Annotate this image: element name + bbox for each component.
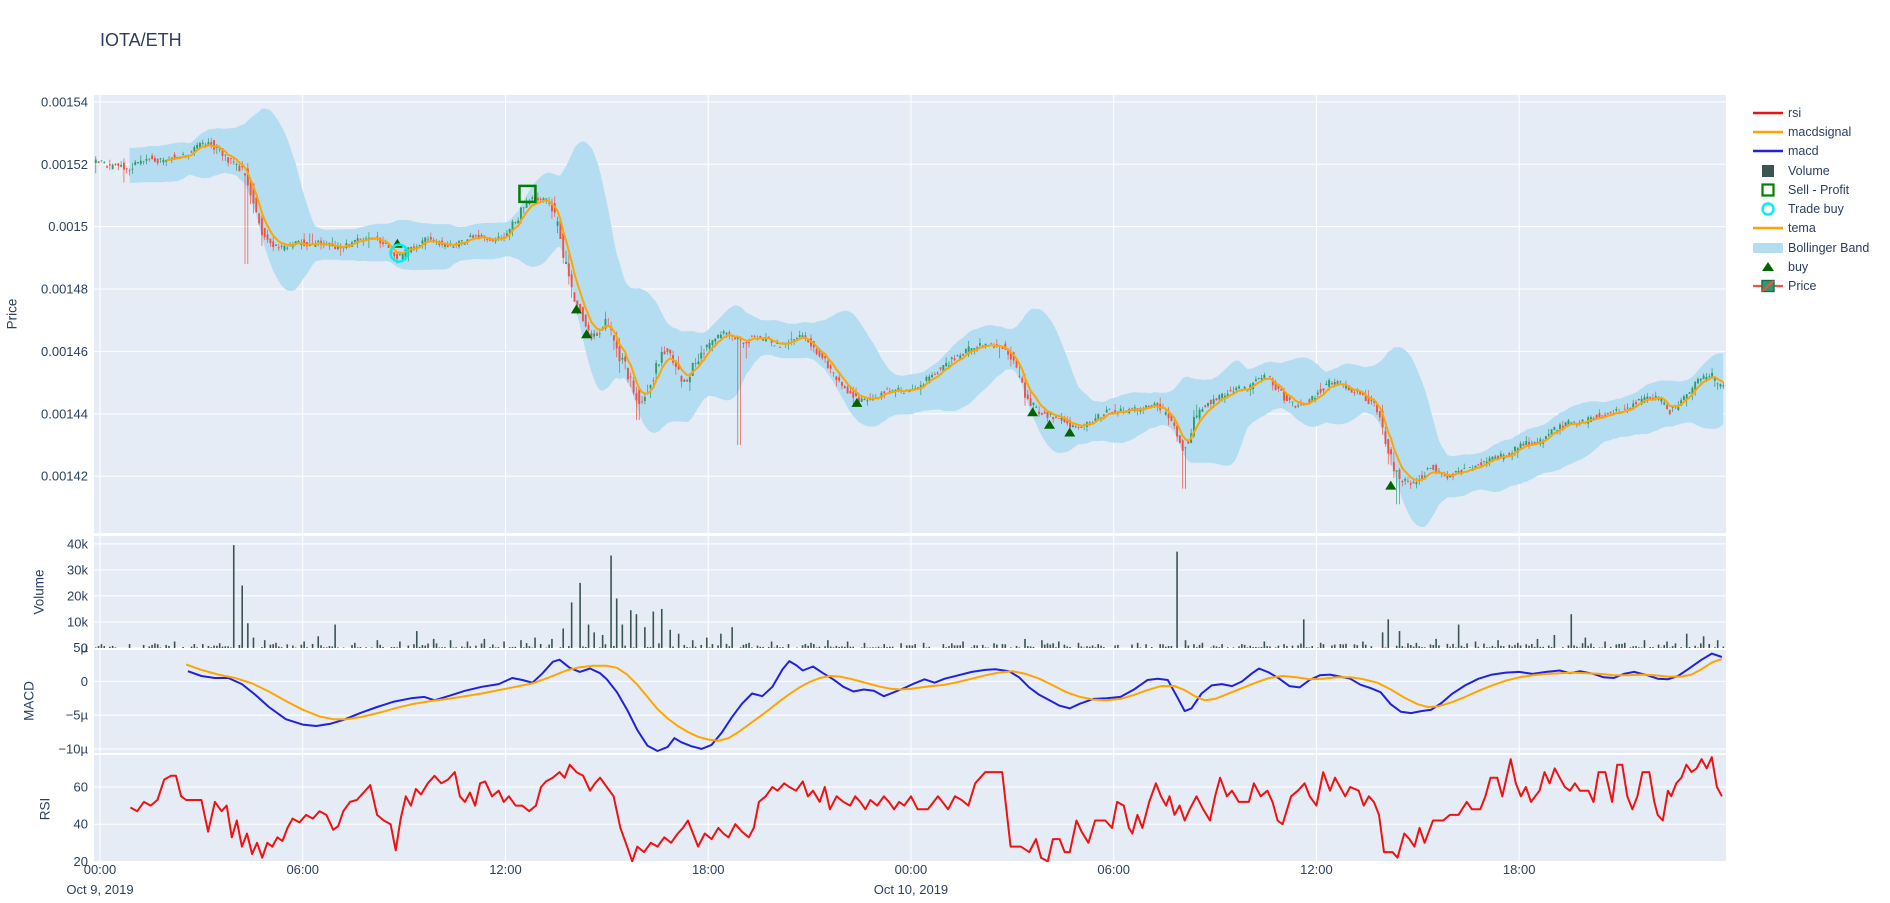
legend-item-buy[interactable]: buy <box>1752 257 1869 276</box>
sell-profit-marker[interactable] <box>518 184 537 204</box>
legend-label: macd <box>1788 144 1819 159</box>
legend-label: Sell - Profit <box>1788 182 1850 197</box>
legend-label: Trade buy <box>1788 202 1844 217</box>
x-tick-label: 06:00 <box>1097 862 1130 877</box>
x-tick-label: 18:00 <box>1503 862 1536 877</box>
trade-buy-marker[interactable] <box>389 243 409 263</box>
open-circle-legend-icon <box>1752 201 1784 217</box>
legend-item-volume[interactable]: Volume <box>1752 161 1869 180</box>
volume-panel[interactable] <box>94 536 1726 649</box>
macd-panel[interactable] <box>94 650 1726 753</box>
x-tick-label: 12:00 <box>1300 862 1333 877</box>
line-legend-icon <box>1752 220 1784 236</box>
x-tick-label: 12:00 <box>489 862 522 877</box>
price-tick-label: 0.0015 <box>48 219 88 234</box>
volume-tick-label: 20k <box>67 588 88 603</box>
buy-marker[interactable] <box>1064 427 1076 437</box>
x-date-label: Oct 10, 2019 <box>874 882 948 897</box>
macd-line <box>187 652 1723 752</box>
legend-item-macdsignal[interactable]: macdsignal <box>1752 122 1869 141</box>
macd-tick-label: 0 <box>81 674 88 689</box>
legend-item-sell-profit[interactable]: Sell - Profit <box>1752 180 1869 199</box>
price-tick-label: 0.00148 <box>41 282 88 297</box>
volume-grid <box>94 536 1726 649</box>
legend-item-rsi[interactable]: rsi <box>1752 103 1869 122</box>
macd-tick-label: −10µ <box>58 741 88 756</box>
rsi-tick-label: 40 <box>74 817 88 832</box>
line-legend-icon <box>1752 105 1784 121</box>
macd-grid <box>94 650 1726 753</box>
legend-label: Volume <box>1788 163 1830 178</box>
rsi-axis-title: RSI <box>37 797 53 821</box>
legend-item-price[interactable]: Price <box>1752 277 1869 296</box>
legend-label: Price <box>1788 279 1817 294</box>
price-axis-title: Price <box>4 298 20 330</box>
buy-marker[interactable] <box>1027 407 1039 417</box>
rsi-tick-label: 60 <box>74 780 88 795</box>
rsi-panel[interactable] <box>94 755 1726 862</box>
volume-tick-label: 0 <box>81 641 88 656</box>
volume-tick-label: 40k <box>67 536 88 551</box>
legend-label: tema <box>1788 221 1816 236</box>
buy-marker[interactable] <box>570 304 582 314</box>
buy-marker[interactable] <box>1385 480 1397 490</box>
square-legend-icon <box>1752 163 1784 179</box>
tema-line <box>166 144 1724 482</box>
x-tick-label: 00:00 <box>895 862 928 877</box>
volume-tick-label: 30k <box>67 562 88 577</box>
legend-label: rsi <box>1788 105 1802 120</box>
macd-tick-label: −5µ <box>66 708 89 723</box>
legend-item-bollinger-band[interactable]: Bollinger Band <box>1752 238 1869 257</box>
candle-legend-icon <box>1752 278 1784 294</box>
price-tick-label: 0.00146 <box>41 344 88 359</box>
price-tick-label: 0.00144 <box>41 406 88 421</box>
open-square-legend-icon <box>1752 182 1784 198</box>
price-panel[interactable] <box>94 95 1726 533</box>
volume-tick-label: 10k <box>67 614 88 629</box>
legend-label: Bollinger Band <box>1788 240 1870 255</box>
legend: rsi macdsignal macd Volume Sell - Profit Trad… <box>1752 103 1869 296</box>
buy-marker[interactable] <box>581 329 593 339</box>
rsi-line <box>129 756 1723 862</box>
band-legend-icon <box>1752 240 1784 256</box>
price-tick-label: 0.00154 <box>41 94 88 109</box>
volume-axis-title: Volume <box>31 569 47 615</box>
price-tick-label: 0.00152 <box>41 157 88 172</box>
x-tick-label: 18:00 <box>692 862 725 877</box>
x-tick-label: 00:00 <box>84 862 117 877</box>
x-date-label: Oct 9, 2019 <box>66 882 133 897</box>
chart-title: IOTA/ETH <box>100 30 182 50</box>
macd-axis-title: MACD <box>21 681 37 721</box>
line-legend-icon <box>1752 143 1784 159</box>
line-legend-icon <box>1752 124 1784 140</box>
macdsignal-line <box>185 658 1723 742</box>
macd-tick-label: 5µ <box>73 640 88 655</box>
buy-marker[interactable] <box>1043 419 1055 429</box>
legend-item-macd[interactable]: macd <box>1752 142 1869 161</box>
x-tick-label: 06:00 <box>286 862 319 877</box>
legend-label: buy <box>1788 260 1809 275</box>
triangle-legend-icon <box>1752 259 1784 275</box>
rsi-grid <box>94 755 1726 862</box>
legend-item-tema[interactable]: tema <box>1752 219 1869 238</box>
buy-marker[interactable] <box>851 397 863 407</box>
legend-item-trade-buy[interactable]: Trade buy <box>1752 199 1869 218</box>
legend-label: macdsignal <box>1788 124 1852 139</box>
rsi-tick-label: 20 <box>74 854 88 869</box>
volume-bars <box>94 545 1725 648</box>
price-tick-label: 0.00142 <box>41 469 88 484</box>
trade-markers <box>389 184 1397 490</box>
bollinger-band <box>129 108 1724 528</box>
